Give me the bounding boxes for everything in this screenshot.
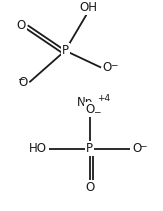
Text: P: P [62,44,69,57]
Text: O: O [17,19,26,32]
Text: O: O [132,142,141,155]
Text: O: O [18,76,28,89]
Text: O: O [103,61,112,74]
Text: P: P [86,142,93,155]
Text: −: − [93,107,101,116]
Text: OH: OH [79,1,97,14]
Text: O: O [85,181,94,195]
Text: −: − [139,141,147,150]
Text: HO: HO [29,142,47,155]
Text: Np: Np [77,96,93,109]
Text: −: − [17,75,25,84]
Text: +4: +4 [97,94,110,103]
Text: O: O [85,103,94,116]
Text: −: − [110,60,118,69]
